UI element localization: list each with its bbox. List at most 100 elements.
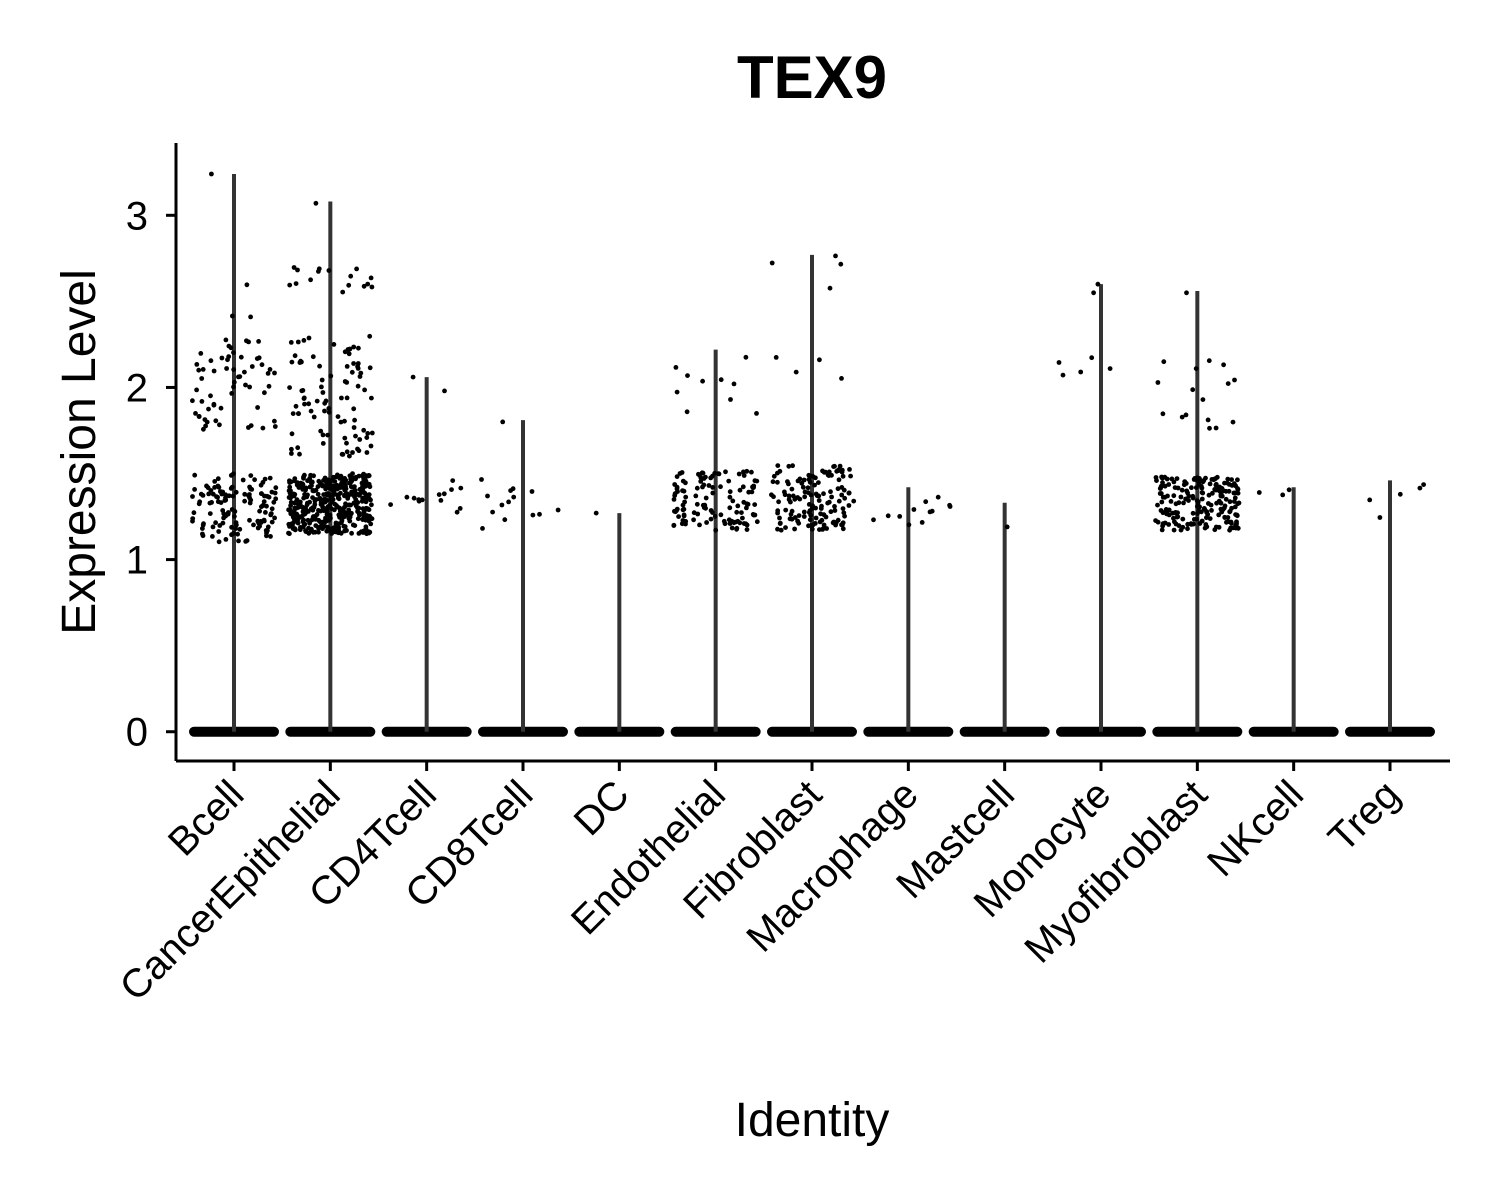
point	[832, 508, 838, 513]
point	[1159, 499, 1165, 505]
point	[319, 384, 324, 390]
point	[502, 517, 508, 523]
point	[680, 488, 685, 494]
point	[310, 354, 316, 360]
point	[369, 502, 374, 508]
point	[1060, 372, 1066, 378]
point	[752, 478, 758, 484]
point	[320, 499, 326, 505]
point	[681, 512, 687, 518]
point	[821, 491, 826, 497]
category-group-CD8Tcell	[478, 419, 568, 737]
point	[298, 525, 303, 530]
point	[208, 488, 214, 493]
point	[289, 431, 295, 437]
point	[1227, 527, 1232, 533]
point	[694, 485, 700, 491]
point	[676, 514, 681, 519]
point	[703, 495, 709, 501]
point	[349, 510, 354, 516]
point	[323, 398, 329, 404]
point	[1233, 525, 1239, 531]
y-tick-label-0: 0	[126, 711, 148, 755]
point	[354, 499, 360, 505]
point	[320, 390, 326, 395]
point	[1190, 495, 1196, 501]
point	[809, 526, 815, 532]
category-group-Bcell	[189, 171, 279, 737]
point	[1195, 501, 1201, 507]
point	[1159, 527, 1165, 533]
point	[339, 395, 344, 401]
point	[777, 520, 783, 526]
point	[237, 526, 243, 532]
point	[301, 495, 307, 501]
point	[799, 480, 805, 486]
point	[1153, 475, 1159, 480]
point	[252, 477, 257, 483]
point	[819, 517, 825, 523]
point	[295, 480, 300, 486]
point	[350, 522, 356, 528]
point	[827, 285, 833, 291]
point	[356, 473, 362, 479]
point	[362, 477, 368, 483]
point	[328, 506, 334, 511]
point	[225, 357, 230, 363]
point	[1286, 487, 1292, 493]
point	[1203, 475, 1208, 481]
point	[293, 403, 299, 409]
point	[364, 450, 370, 455]
point	[734, 525, 740, 531]
point	[356, 345, 361, 351]
point	[680, 518, 686, 523]
point	[1175, 514, 1181, 520]
point	[1189, 485, 1194, 491]
point	[354, 491, 360, 497]
point	[316, 496, 322, 502]
point	[260, 425, 266, 431]
point	[836, 467, 841, 473]
point	[703, 505, 708, 511]
point	[320, 441, 326, 446]
point	[1204, 509, 1209, 515]
point	[353, 503, 359, 509]
point	[273, 485, 279, 491]
point	[479, 477, 484, 482]
point	[731, 381, 737, 387]
point	[778, 527, 784, 533]
point	[292, 517, 298, 523]
point	[200, 493, 206, 498]
point	[362, 387, 367, 393]
point	[199, 376, 205, 381]
point	[1230, 419, 1236, 425]
point	[269, 506, 275, 512]
point	[196, 367, 202, 373]
point	[1178, 494, 1184, 500]
point	[306, 401, 312, 407]
point	[1180, 516, 1186, 522]
point	[700, 484, 705, 490]
point	[806, 523, 811, 529]
point	[1172, 519, 1177, 525]
point	[326, 268, 332, 273]
point	[316, 529, 321, 535]
point	[783, 525, 788, 530]
point	[1233, 483, 1238, 489]
point	[846, 490, 852, 496]
point	[1171, 527, 1177, 533]
point	[266, 383, 272, 389]
point	[786, 463, 792, 469]
point	[683, 494, 689, 500]
point	[1256, 490, 1262, 495]
point	[710, 485, 716, 490]
point	[306, 525, 311, 531]
point	[821, 522, 827, 528]
point	[438, 498, 444, 503]
point	[269, 519, 275, 525]
point	[1185, 521, 1191, 527]
point	[198, 351, 204, 356]
point	[226, 510, 231, 515]
point	[320, 483, 325, 489]
